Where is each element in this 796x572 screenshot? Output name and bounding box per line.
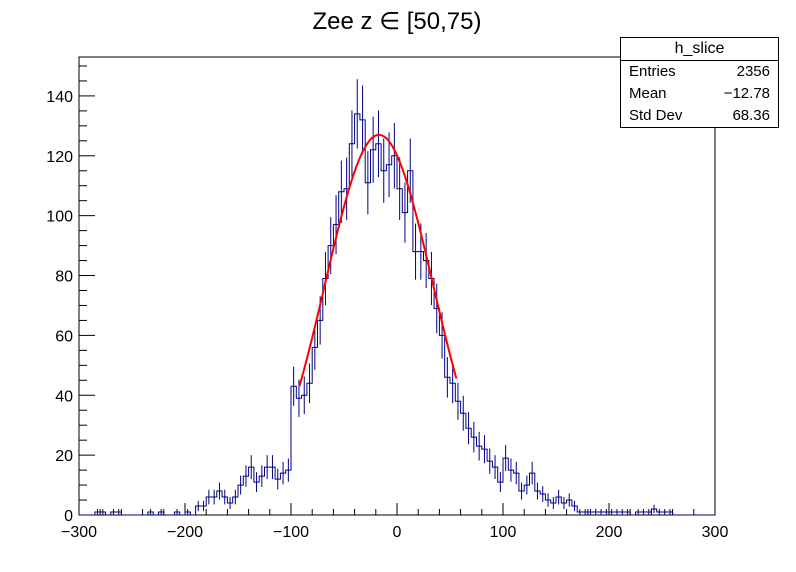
y-tick-label: 120 bbox=[46, 149, 73, 166]
stats-box: h_slice Entries 2356 Mean −12.78 Std Dev… bbox=[620, 37, 779, 128]
axis-ticks bbox=[78, 65, 716, 516]
x-tick-label: 100 bbox=[490, 524, 517, 541]
y-tick-label: 80 bbox=[55, 269, 73, 286]
x-tick-label: 300 bbox=[702, 524, 729, 541]
x-tick-label: 200 bbox=[596, 524, 623, 541]
stats-value-stddev: 68.36 bbox=[732, 107, 770, 124]
y-tick-label: 40 bbox=[55, 388, 73, 405]
stats-label-entries: Entries bbox=[629, 63, 676, 80]
stats-row-stddev: Std Dev 68.36 bbox=[621, 105, 778, 127]
y-tick-labels: 0 20 40 60 80 100 120 140 bbox=[46, 89, 73, 525]
error-bars bbox=[97, 79, 671, 515]
y-tick-label: 60 bbox=[55, 328, 73, 345]
chart-title: Zee z ∈ [50,75) bbox=[313, 8, 482, 35]
stats-value-entries: 2356 bbox=[736, 63, 770, 80]
histogram-series-h_slice bbox=[79, 113, 715, 516]
y-tick-label: 140 bbox=[46, 89, 73, 106]
gaussian-fit-line bbox=[298, 133, 458, 387]
stats-label-stddev: Std Dev bbox=[629, 107, 683, 124]
x-tick-label: −100 bbox=[273, 524, 309, 541]
stats-title: h_slice bbox=[621, 38, 778, 61]
y-tick-label: 20 bbox=[55, 448, 73, 465]
stats-value-mean: −12.78 bbox=[723, 85, 770, 102]
y-tick-label: 100 bbox=[46, 209, 73, 226]
y-tick-label: 0 bbox=[64, 508, 73, 525]
x-tick-label: −300 bbox=[61, 524, 97, 541]
stats-label-mean: Mean bbox=[629, 85, 667, 102]
x-tick-label: −200 bbox=[167, 524, 203, 541]
x-tick-labels: −300 −200 −100 0 100 200 300 bbox=[61, 524, 728, 541]
stats-row-entries: Entries 2356 bbox=[621, 61, 778, 83]
x-tick-label: 0 bbox=[393, 524, 402, 541]
stats-row-mean: Mean −12.78 bbox=[621, 83, 778, 105]
